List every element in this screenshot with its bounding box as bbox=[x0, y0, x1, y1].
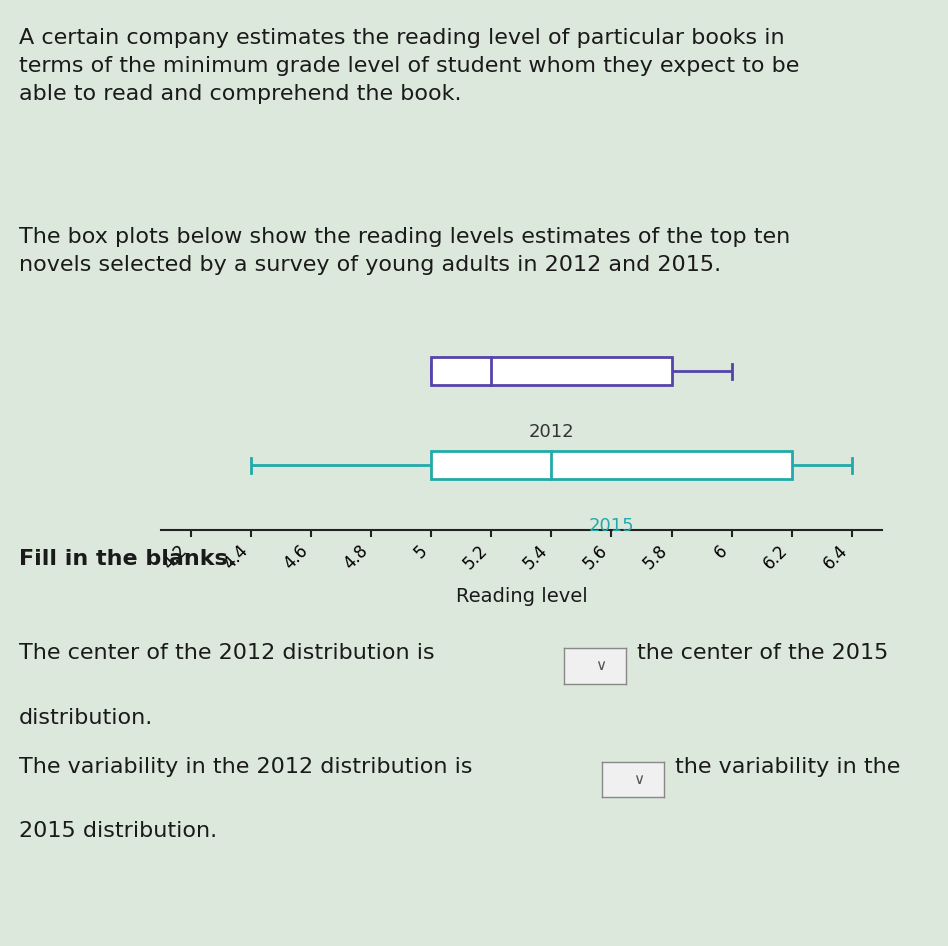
Text: The center of the 2012 distribution is: The center of the 2012 distribution is bbox=[19, 643, 434, 663]
Text: 2012: 2012 bbox=[529, 423, 574, 441]
Text: The variability in the 2012 distribution is: The variability in the 2012 distribution… bbox=[19, 757, 472, 777]
Text: A certain company estimates the reading level of particular books in
terms of th: A certain company estimates the reading … bbox=[19, 28, 799, 104]
Bar bbox=[431, 451, 792, 480]
Text: 2015 distribution.: 2015 distribution. bbox=[19, 821, 217, 841]
Text: Fill in the blanks.: Fill in the blanks. bbox=[19, 549, 236, 569]
Text: ∨: ∨ bbox=[595, 658, 607, 674]
X-axis label: Reading level: Reading level bbox=[456, 587, 587, 605]
Text: the variability in the: the variability in the bbox=[675, 757, 901, 777]
Text: distribution.: distribution. bbox=[19, 708, 154, 727]
Text: 2015: 2015 bbox=[589, 517, 634, 534]
Text: The box plots below show the reading levels estimates of the top ten
novels sele: The box plots below show the reading lev… bbox=[19, 227, 791, 275]
Text: the center of the 2015: the center of the 2015 bbox=[637, 643, 888, 663]
Bar bbox=[431, 358, 671, 385]
Text: ∨: ∨ bbox=[633, 772, 645, 787]
